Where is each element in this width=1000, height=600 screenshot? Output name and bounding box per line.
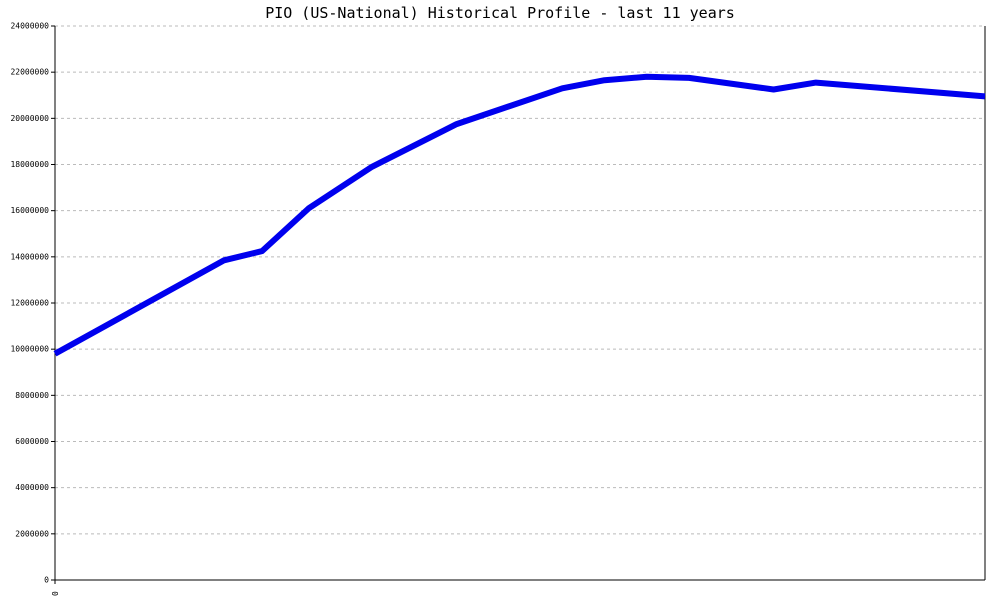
y-tick-label: 20000000: [10, 114, 49, 123]
y-tick-label: 6000000: [15, 437, 49, 446]
series-lines: [53, 73, 986, 357]
axes: [51, 25, 986, 584]
y-tick-label: 8000000: [15, 391, 49, 400]
y-tick-label: 18000000: [10, 160, 49, 169]
y-tick-label: 4000000: [15, 483, 49, 492]
y-tick-label: 16000000: [10, 206, 49, 215]
y-tick-label: 0: [44, 576, 49, 585]
y-tick-label: 2000000: [15, 529, 49, 538]
y-tick-label: 12000000: [10, 299, 49, 308]
y-tick-label: 22000000: [10, 68, 49, 77]
x-tick-label: 0: [51, 591, 60, 596]
chart-title: PIO (US-National) Historical Profile - l…: [265, 4, 735, 22]
y-tick-label: 24000000: [10, 22, 49, 31]
series-line: [53, 73, 986, 357]
grid-lines: [55, 25, 985, 535]
y-tick-label: 14000000: [10, 252, 49, 261]
tick-labels: 0 2000000 4000000 6000000 8000000 10000000 120…: [10, 22, 60, 597]
y-tick-label: 10000000: [10, 345, 49, 354]
